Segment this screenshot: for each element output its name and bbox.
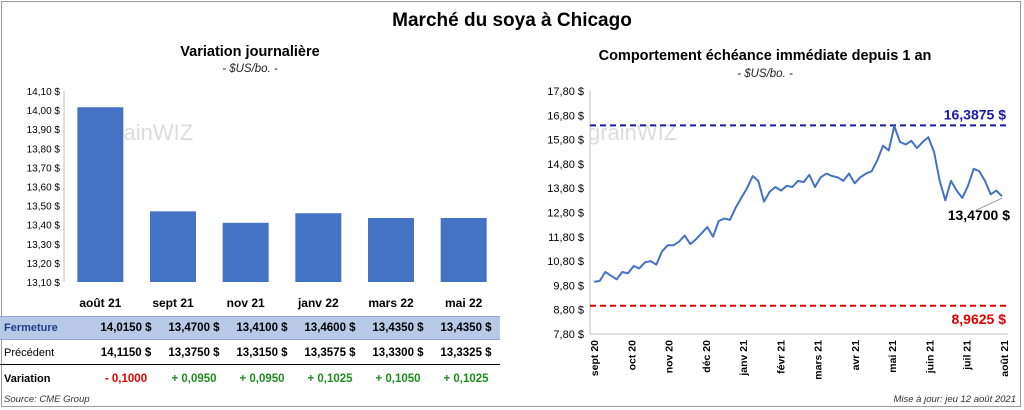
x-tick-label: août 21 <box>999 340 1011 377</box>
reference-line-label: 8,9625 $ <box>952 311 1007 327</box>
table-cell: 13,3300 $ <box>372 347 424 359</box>
y-tick-label: 15,80 $ <box>547 135 584 147</box>
table-cell: 13,4100 $ <box>236 322 288 334</box>
y-tick-label: 13,90 $ <box>27 125 61 136</box>
x-tick-label: juil 21 <box>962 340 974 371</box>
right-panel-title: Comportement échéance immédiate depuis 1… <box>598 48 932 64</box>
y-tick-label: 13,30 $ <box>27 240 61 251</box>
right-panel-unit: - $US/bo. - <box>737 68 793 80</box>
last-value-label: 13,4700 $ <box>948 207 1010 223</box>
x-tick-label: sept 21 <box>152 296 194 310</box>
x-tick-label: oct 20 <box>626 340 638 371</box>
y-tick-label: 7,80 $ <box>553 329 584 341</box>
source-note: Source: CME Group <box>4 394 90 405</box>
x-tick-label: mai 21 <box>887 340 899 373</box>
table-cell: + 0,0950 <box>239 373 285 385</box>
y-tick-label: 9,80 $ <box>553 280 584 292</box>
watermark: grainWIZ <box>588 120 677 145</box>
x-tick-label: mai 22 <box>445 296 483 310</box>
table-cell: 13,4700 $ <box>168 322 220 334</box>
x-tick-label: sept 20 <box>589 340 601 376</box>
x-tick-label: déc 20 <box>701 340 713 373</box>
y-tick-label: 12,80 $ <box>547 208 584 220</box>
y-tick-label: 13,70 $ <box>27 163 61 174</box>
table-cell: 13,3150 $ <box>236 347 288 359</box>
y-tick-label: 8,80 $ <box>553 305 584 317</box>
reference-line-label: 16,3875 $ <box>944 106 1006 122</box>
x-tick-label: avr 21 <box>850 340 862 371</box>
row-label: Variation <box>4 373 51 385</box>
table-cell: + 0,0950 <box>171 373 217 385</box>
y-tick-label: 14,10 $ <box>27 87 61 98</box>
bar <box>77 107 124 282</box>
table-cell: 13,4350 $ <box>440 322 492 334</box>
table-cell: 13,3325 $ <box>440 347 492 359</box>
table-cell: 14,1150 $ <box>100 347 152 359</box>
y-tick-label: 14,80 $ <box>547 159 584 171</box>
bar <box>150 211 196 282</box>
table-cell: + 0,1050 <box>375 373 421 385</box>
x-tick-label: janv 22 <box>297 296 339 310</box>
bar <box>295 213 342 282</box>
y-tick-label: 13,20 $ <box>27 259 61 270</box>
left-panel-title: Variation journalière <box>180 44 320 60</box>
price-line <box>593 125 1003 283</box>
y-tick-label: 10,80 $ <box>547 256 584 268</box>
line-chart: 7,80 $ 8,80 $ 9,80 $ 10,80 $ 11,80 $ 12,80 $ 1… <box>547 86 1011 380</box>
x-tick-label: nov 20 <box>664 340 676 373</box>
table-cell: + 0,1025 <box>443 373 489 385</box>
table-row-variation: Variation - 0,1000 + 0,0950 + 0,0950 + 0… <box>0 368 500 390</box>
left-panel-unit: - $US/bo. - <box>222 63 278 75</box>
table-cell: 13,3575 $ <box>304 347 356 359</box>
x-tick-label: janv 21 <box>738 340 750 377</box>
bar <box>440 218 487 282</box>
y-tick-label: 14,00 $ <box>27 106 61 117</box>
x-tick-label: juin 21 <box>924 340 936 374</box>
table-cell: - 0,1000 <box>104 373 148 385</box>
update-note: Mise à jour: jeu 12 août 2021 <box>893 394 1016 405</box>
row-label: Fermeture <box>4 322 58 334</box>
y-tick-label: 13,50 $ <box>27 202 61 213</box>
y-tick-label: 16,80 $ <box>547 110 584 122</box>
y-tick-label: 13,80 $ <box>27 144 61 155</box>
main-title: Marché du soya à Chicago <box>392 10 632 31</box>
row-label: Précédent <box>4 347 55 359</box>
y-tick-label: 17,80 $ <box>547 86 584 98</box>
table-cell: 14,0150 $ <box>100 322 152 334</box>
table-row-fermeture: Fermeture 14,0150 $ 13,4700 $ 13,4100 $ … <box>0 316 500 340</box>
bar-chart: 13,10 $ 13,20 $ 13,30 $ 13,40 $ 13,50 $ 13,60… <box>27 87 487 310</box>
bar <box>368 218 414 282</box>
table-cell: + 0,1025 <box>307 373 353 385</box>
x-tick-label: mars 21 <box>813 340 825 380</box>
last-value-leader <box>975 197 1003 211</box>
table-cell: 13,4350 $ <box>372 322 424 334</box>
table-cell: 13,4600 $ <box>304 322 356 334</box>
y-tick-label: 13,80 $ <box>547 183 584 195</box>
x-tick-label: août 21 <box>79 296 121 310</box>
y-tick-label: 13,40 $ <box>27 221 61 232</box>
x-tick-label: mars 22 <box>368 296 414 310</box>
y-tick-label: 13,10 $ <box>27 278 61 289</box>
table-cell: 13,3750 $ <box>168 347 220 359</box>
y-tick-label: 11,80 $ <box>548 232 584 244</box>
y-tick-label: 13,60 $ <box>27 183 61 194</box>
x-tick-label: nov 21 <box>227 296 265 310</box>
bar <box>222 222 269 282</box>
x-tick-label: févr 21 <box>775 340 787 374</box>
table-row-precedent: Précédent 14,1150 $ 13,3750 $ 13,3150 $ … <box>0 342 500 365</box>
